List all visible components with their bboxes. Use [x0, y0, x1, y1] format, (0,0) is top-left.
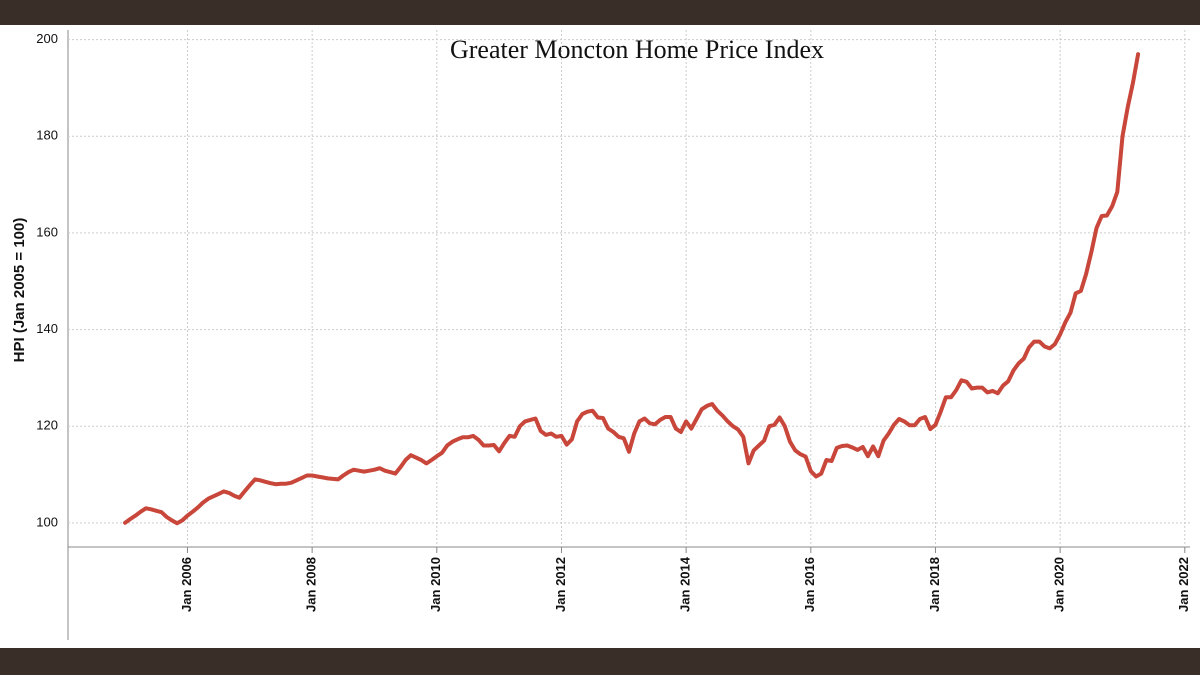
- y-axis-label: HPI (Jan 2005 = 100): [11, 218, 28, 363]
- y-tick-label: 200: [36, 31, 58, 46]
- x-tick-label: Jan 2012: [553, 557, 568, 612]
- hpi-line: [123, 52, 1141, 526]
- x-tick-label: Jan 2016: [802, 557, 817, 612]
- x-tick-label: Jan 2014: [678, 556, 693, 612]
- y-tick-label: 140: [36, 321, 58, 336]
- x-tick-label: Jan 2020: [1052, 557, 1067, 612]
- x-tick-label: Jan 2008: [304, 557, 319, 612]
- x-tick-label: Jan 2018: [927, 557, 942, 612]
- y-tick-label: 160: [36, 224, 58, 239]
- top-band: [0, 0, 1200, 25]
- x-tick-label: Jan 2022: [1176, 557, 1191, 612]
- y-tick-label: 100: [36, 514, 58, 529]
- bottom-band: [0, 648, 1200, 675]
- y-tick-label: 180: [36, 128, 58, 143]
- x-tick-label: Jan 2006: [179, 557, 194, 612]
- y-tick-label: 120: [36, 418, 58, 433]
- x-tick-label: Jan 2010: [428, 557, 443, 612]
